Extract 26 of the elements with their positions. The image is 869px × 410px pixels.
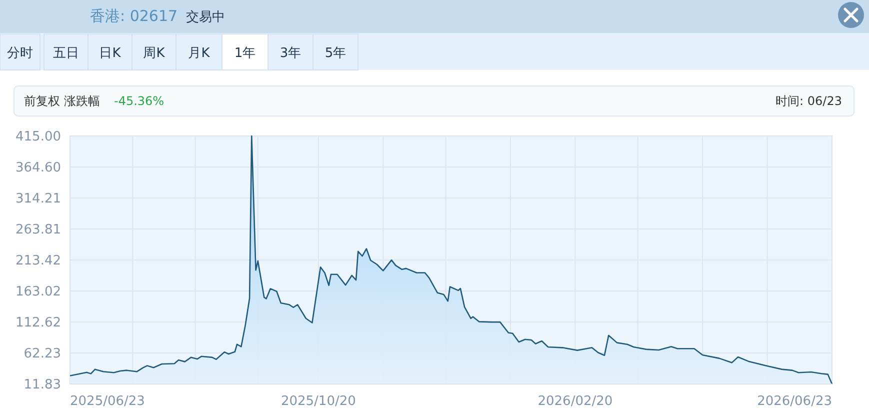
text: 周K [143,46,166,61]
x-tick-label: 2025/10/20 [280,394,356,409]
text: 1年 [234,46,256,61]
y-tick-label: 62.23 [24,346,61,362]
x-tick-label: 2026/06/23 [757,394,832,409]
text: 日K [99,46,122,61]
y-tick-label: 112.62 [16,316,61,331]
y-tick-label: 314.21 [16,192,61,207]
text: 时间: 06/23 [776,94,842,108]
y-tick-label: 213.42 [16,254,61,269]
text: 月K [188,46,210,61]
x-tick-label: 2026/02/20 [538,394,613,409]
y-tick-label: 163.02 [16,284,61,300]
text: 3年 [280,46,302,61]
y-tick-label: 364.60 [16,160,61,176]
y-tick-label: 263.81 [16,222,61,238]
text: 五日 [53,46,79,61]
y-tick-label: 415.00 [16,130,61,145]
text: 前复权 涨跌幅 [24,94,100,108]
text: 分时 [7,46,33,61]
text: 交易中 [186,9,225,25]
text: -45.36% [114,94,164,108]
x-tick-label: 2025/06/23 [70,394,145,409]
text: 5年 [324,46,346,61]
text: 香港: 02617 [90,7,178,25]
y-tick-label: 11.83 [24,378,61,393]
